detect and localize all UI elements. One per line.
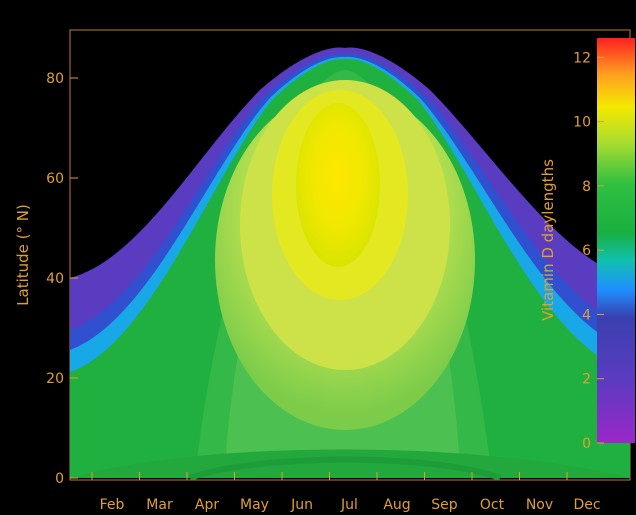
x-tick-label: Feb (100, 497, 125, 513)
x-tick-label: Oct (480, 497, 505, 513)
heatmap-peak-core (296, 103, 380, 267)
x-tick-label: Jun (290, 497, 313, 513)
colorbar-bar (597, 38, 635, 443)
heatmap-low-contour (188, 456, 502, 480)
y-tick-label: 20 (46, 371, 64, 387)
colorbar-title: Vitamin D daylengths (539, 159, 557, 321)
x-tick-label: Mar (146, 497, 173, 513)
y-tick-label: 60 (46, 171, 64, 187)
x-tick-label: Jul (340, 497, 358, 513)
x-tick-label: Nov (526, 497, 553, 513)
y-tick-label: 40 (46, 271, 64, 287)
colorbar-tick-label: 4 (582, 307, 591, 323)
colorbar-tick-label: 10 (573, 115, 591, 131)
colorbar-tick-label: 0 (582, 436, 591, 452)
colorbar-tick-label: 8 (582, 179, 591, 195)
x-axis: Feb Mar Apr May Jun Jul Aug Sep Oct Nov Dec (91, 472, 601, 513)
y-axis: 0 20 40 60 80 Latitude (° N) (14, 71, 78, 487)
y-axis-title: Latitude (° N) (14, 204, 32, 306)
colorbar: 0 2 4 6 8 10 12 Vitamin D daylengths (539, 38, 635, 452)
y-tick-label: 80 (46, 71, 64, 87)
colorbar-tick-label: 6 (582, 243, 591, 259)
colorbar-tick-label: 2 (582, 372, 591, 388)
colorbar-tick-label: 12 (573, 50, 591, 66)
x-tick-label: May (240, 497, 269, 513)
heatmap-body (70, 47, 630, 480)
y-tick-label: 0 (55, 471, 64, 487)
x-tick-label: Aug (383, 497, 410, 513)
x-tick-label: Apr (195, 497, 219, 513)
x-tick-label: Dec (573, 497, 600, 513)
x-tick-label: Sep (431, 497, 458, 513)
